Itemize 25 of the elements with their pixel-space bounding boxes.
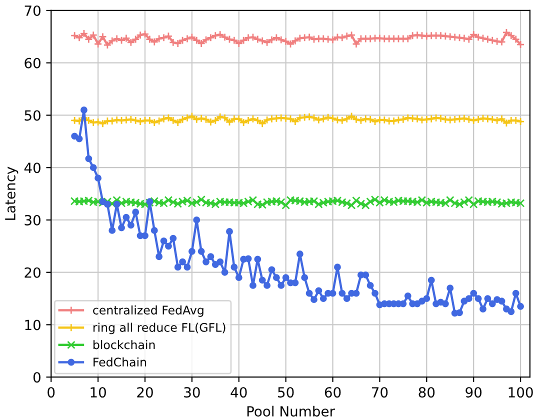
y-tick-label: 40 [24,162,40,174]
x-tick-label: 60 [324,387,341,398]
x-tick-label: 20 [137,387,153,398]
legend-label: ring all reduce FL(GFL) [94,322,226,334]
y-tick-label: 50 [24,110,40,121]
x-tick-label: 40 [230,387,247,398]
x-axis-title: Pool Number [247,406,335,417]
x-tick-label: 10 [90,387,106,398]
x-tick-label: 80 [418,387,435,398]
legend-label: blockchain [94,340,155,350]
x-tick-label: 0 [48,387,55,398]
x-tick-label: 50 [278,387,294,398]
y-axis-title: Latency [5,166,18,220]
x-tick-label: 30 [184,387,200,398]
x-tick-label: 90 [466,387,482,398]
legend-label: centralized FedAvg [93,305,204,317]
y-tick-label: 70 [24,5,40,16]
x-tick-label: 70 [372,387,388,398]
y-tick-label: 0 [33,372,40,383]
y-tick-label: 10 [25,320,40,330]
y-tick-label: 30 [24,214,40,226]
y-tick-label: 60 [24,58,40,68]
legend-label: FedChain [94,357,146,367]
y-tick-label: 20 [24,267,40,278]
x-tick-label: 100 [508,387,533,398]
